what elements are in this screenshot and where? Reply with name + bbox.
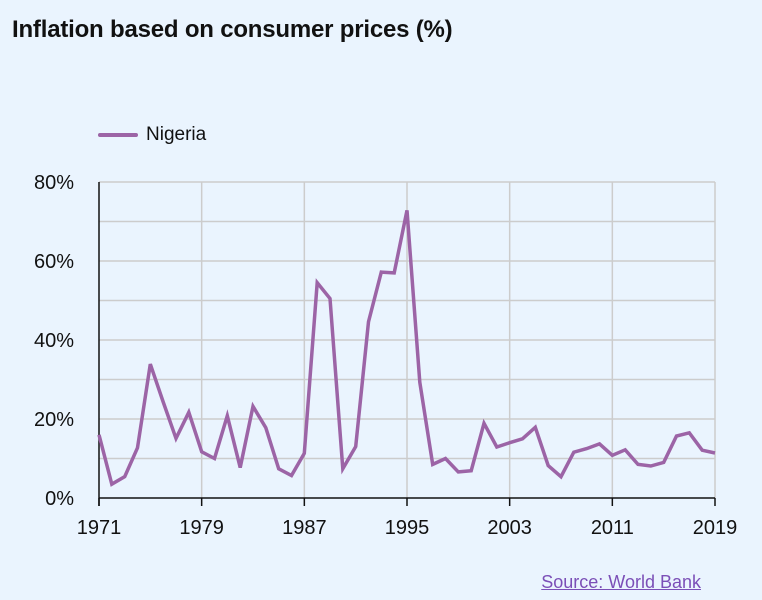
x-tick-label: 2003: [487, 517, 532, 539]
series-layer: [97, 210, 716, 487]
x-tick-label: 1979: [179, 517, 224, 539]
legend-label-nigeria: Nigeria: [146, 124, 207, 145]
y-axis-ticks: 0% 20% 40% 60% 80%: [34, 172, 74, 510]
x-tick-label: 1971: [77, 517, 122, 539]
y-tick-label: 60%: [34, 251, 74, 273]
grid-lines: [99, 181, 716, 498]
x-axis-ticks: 1971 1979 1987 1995 2003 2011 2019: [77, 498, 738, 539]
source-link[interactable]: Source: World Bank: [541, 572, 701, 592]
x-tick-label: 1995: [385, 517, 430, 539]
x-tick-label: 1987: [282, 517, 327, 539]
legend: Nigeria: [98, 124, 206, 146]
y-tick-label: 0%: [45, 488, 74, 510]
chart-title: Inflation based on consumer prices (%): [12, 16, 453, 43]
x-tick-label: 2011: [591, 517, 634, 539]
y-tick-label: 80%: [34, 172, 74, 194]
axes: [98, 182, 715, 506]
series-line-nigeria: [97, 210, 716, 487]
x-tick-label: 2019: [693, 517, 738, 539]
y-tick-label: 20%: [34, 409, 74, 431]
y-tick-label: 40%: [34, 330, 74, 352]
legend-swatch-nigeria: [98, 133, 138, 137]
